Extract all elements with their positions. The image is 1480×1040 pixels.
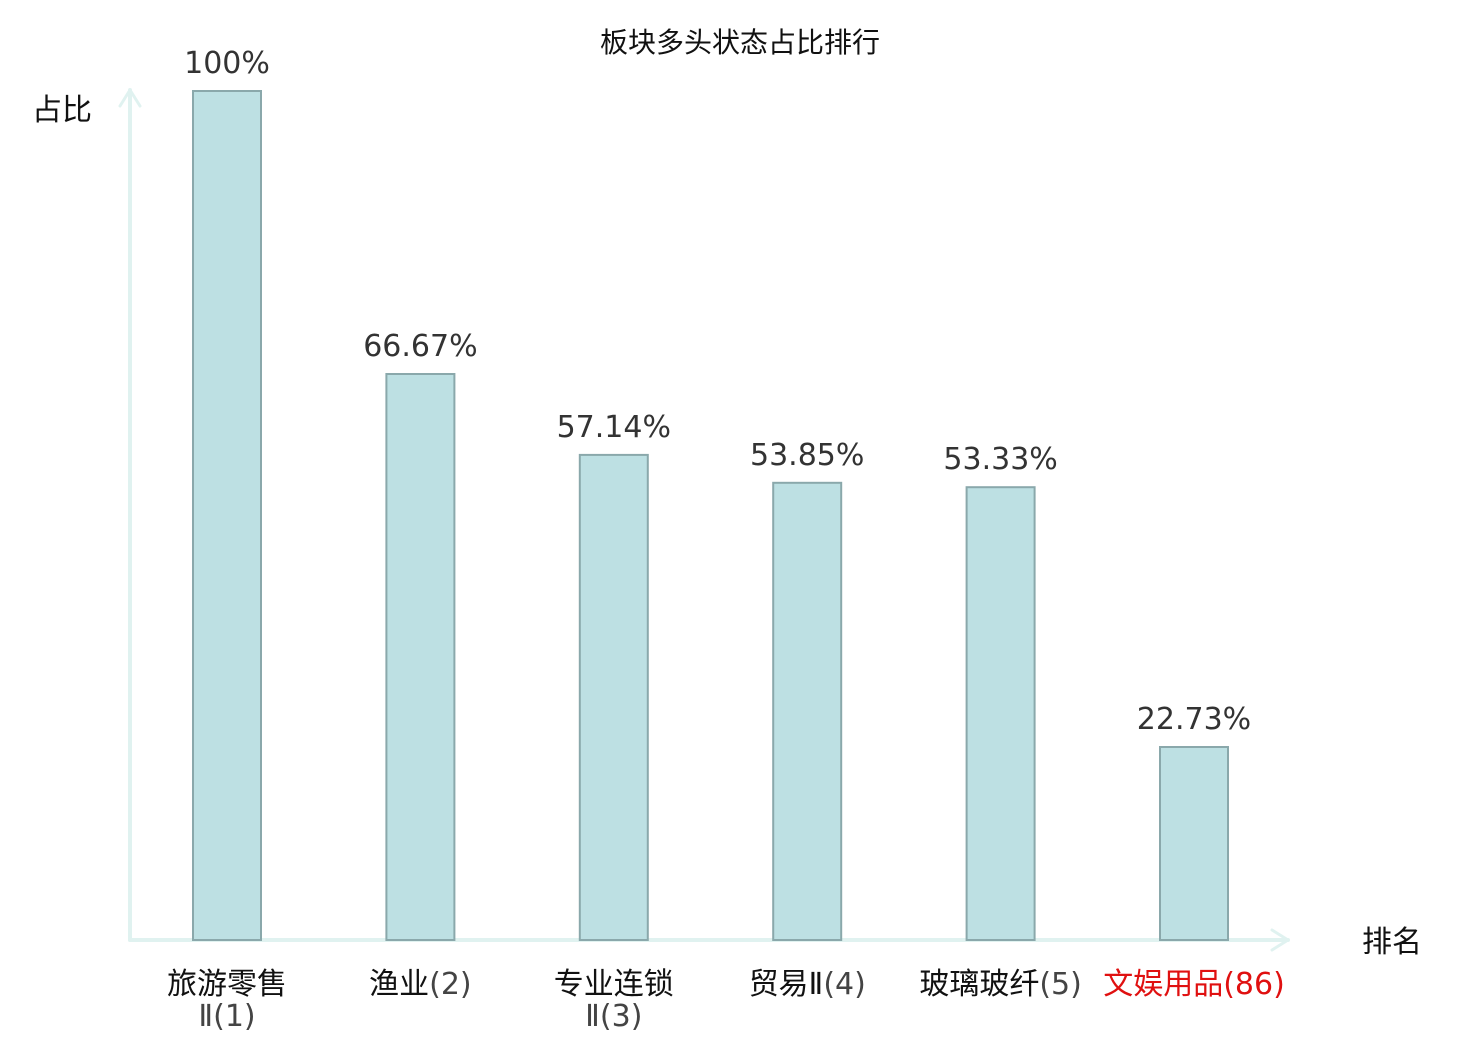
y-axis-arrow (118, 88, 142, 108)
bars-group (192, 90, 1229, 941)
bar-value-label: 53.85% (750, 438, 864, 473)
bar-value-label: 66.67% (363, 329, 477, 364)
category-label: 渔业(2) (369, 967, 472, 1002)
bar-value-label: 53.33% (943, 442, 1057, 477)
x-axis-arrow (1270, 928, 1290, 952)
x-axis-title: 排名 (1362, 925, 1422, 960)
axes (118, 88, 1290, 952)
category-label: 专业连锁 (554, 967, 674, 1002)
bar (192, 90, 262, 941)
category-label: 玻璃玻纤(5) (919, 967, 1082, 1002)
category-label: 文娱用品(86) (1103, 967, 1285, 1002)
category-label-line2: Ⅱ(1) (198, 999, 255, 1034)
value-labels-group: 100% 66.67% 57.14% 53.85% 53.33% 22.73% (184, 46, 1251, 737)
y-axis-title: 占比 (32, 93, 92, 128)
bar-value-label: 22.73% (1137, 702, 1251, 737)
bar (772, 481, 843, 941)
bar (965, 486, 1036, 941)
bar (385, 373, 456, 941)
category-label: 贸易Ⅱ(4) (749, 967, 866, 1002)
category-label: 旅游零售 (167, 967, 287, 1002)
chart-title: 板块多头状态占比排行 (600, 26, 880, 59)
category-label-line2: Ⅱ(3) (585, 999, 642, 1034)
bar-value-label: 57.14% (557, 410, 671, 445)
bar (578, 453, 649, 941)
bar-value-label: 100% (184, 46, 270, 81)
bar (1159, 746, 1229, 941)
